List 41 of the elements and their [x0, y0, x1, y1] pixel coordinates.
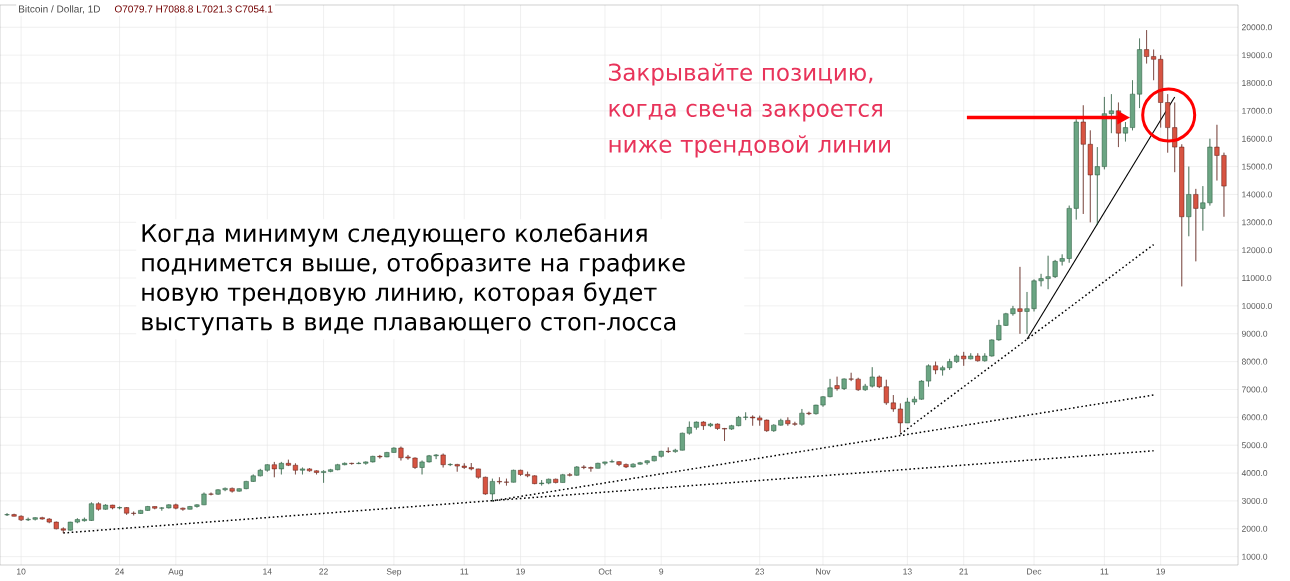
x-tick-label: 14	[263, 568, 272, 575]
y-tick-label: 19000.0	[1242, 52, 1272, 59]
x-tick-label: 11	[460, 568, 469, 575]
y-tick-label: 9000.0	[1241, 330, 1268, 337]
x-tick-label: Nov	[816, 568, 831, 575]
x-tick-label: 22	[319, 568, 328, 575]
y-tick-label: 6000.0	[1242, 414, 1268, 421]
x-tick-label: Sep	[386, 568, 402, 577]
x-tick-label: 13	[903, 568, 912, 575]
y-tick-label: 18000.0	[1242, 80, 1272, 87]
x-tick-label: 23	[755, 568, 765, 575]
y-tick-label: 16000.0	[1242, 135, 1272, 142]
x-tick-label: 19	[516, 568, 525, 575]
x-tick-label: 24	[115, 568, 125, 575]
x-tick-label: Dec	[1027, 568, 1042, 575]
y-tick-label: 20000.0	[1241, 24, 1272, 31]
y-tick-label: 5000.0	[1241, 442, 1268, 449]
x-tick-label: Oct	[598, 568, 612, 575]
y-tick-label: 7000.0	[1242, 386, 1268, 393]
y-tick-label: 13000.0	[1242, 219, 1272, 226]
y-tick-label: 15000.0	[1242, 163, 1272, 170]
x-tick-label: 10	[17, 568, 26, 575]
annotation: Когда минимум следующего колебания поднимется выше, отобразите на графике новую трендовую линию, которая будет выступать в виде плавающего стоп-лосса	[142, 223, 685, 336]
x-tick-label: Aug	[168, 568, 183, 577]
chart-subtitle: O7079.7 H7088.8 L7021.3 C7054.1	[114, 5, 273, 13]
y-tick-label: 17000.0	[1242, 107, 1272, 114]
x-tick-label: 9	[659, 568, 664, 575]
y-tick-label: 2000.0	[1241, 525, 1268, 532]
annotation: Закрывайте позицию, когда свеча закроется ниже трендовой линии	[609, 63, 890, 158]
y-tick-label: 8000.0	[1241, 358, 1268, 365]
x-tick-label: 21	[959, 568, 968, 575]
x-tick-label: 11	[1100, 568, 1109, 575]
y-tick-label: 3000.0	[1241, 497, 1268, 504]
y-tick-label: 1000.0	[1242, 553, 1268, 560]
x-tick-label: 19	[1156, 568, 1165, 575]
y-tick-label: 10000.0	[1242, 302, 1272, 309]
chart-title: Bitcoin / Dollar, 1D	[19, 5, 100, 14]
y-tick-label: 14000.0	[1242, 191, 1272, 198]
y-tick-label: 12000.0	[1242, 247, 1272, 254]
y-tick-label: 4000.0	[1241, 470, 1268, 477]
y-tick-label: 11000.0	[1242, 275, 1272, 282]
